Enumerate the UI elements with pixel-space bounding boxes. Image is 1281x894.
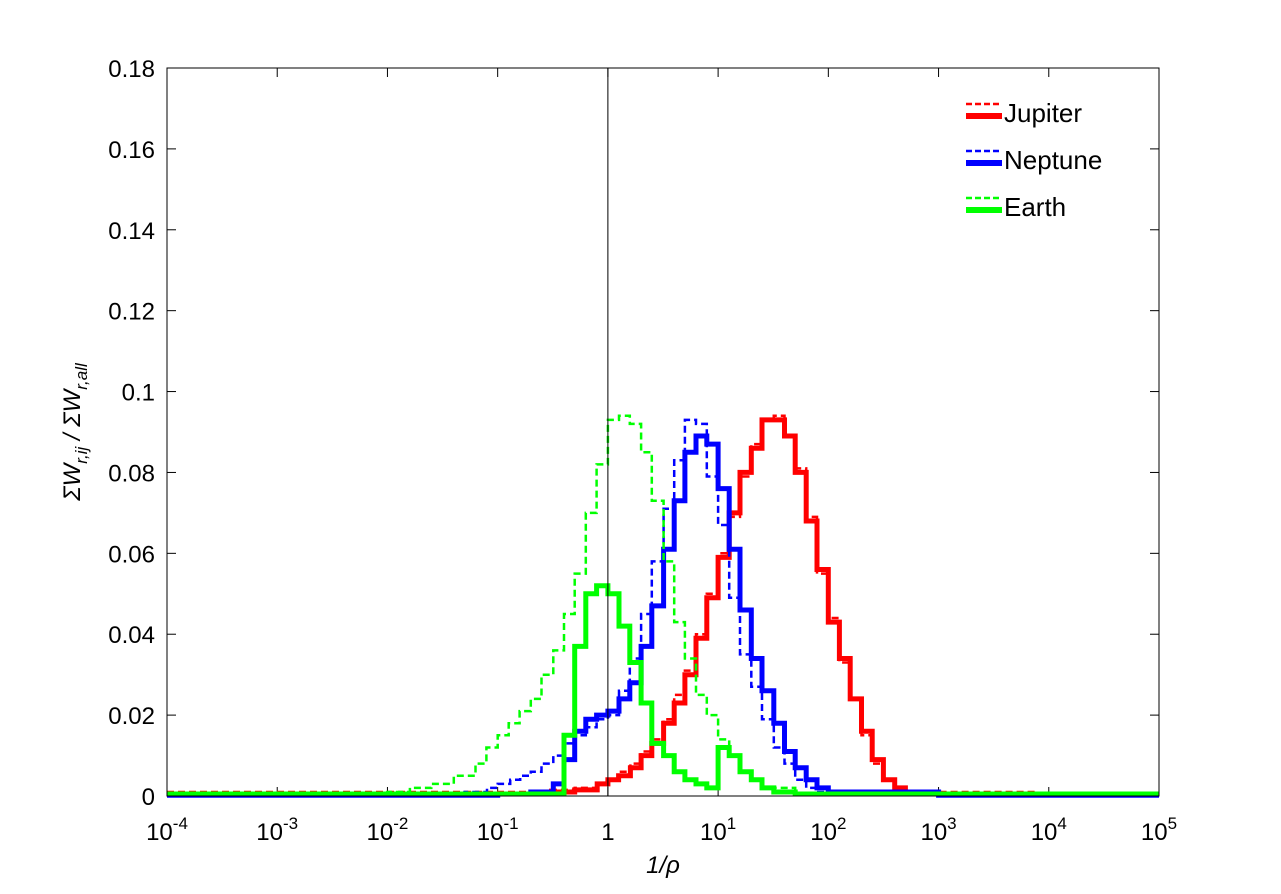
legend: Jupiter Neptune Earth — [966, 98, 1102, 222]
x-tick-label-9: 105 — [1141, 814, 1177, 846]
legend-label-2: Earth — [1004, 192, 1066, 222]
y-axis-label-mid: / ΣW — [59, 387, 86, 446]
y-axis-label-main: ΣW — [59, 461, 86, 501]
x-tick-label-4: 1 — [601, 819, 614, 846]
x-tick-label-base: 1 — [601, 819, 614, 846]
x-tick-label-exponent: -4 — [173, 814, 188, 833]
y-axis-label-sub2: r,all — [72, 362, 91, 390]
x-tick-label-exponent: -2 — [393, 814, 408, 833]
x-tick-label-7: 103 — [920, 814, 956, 846]
x-tick-label-base: 10 — [477, 819, 504, 846]
plot-frame — [166, 67, 1160, 797]
x-tick-label-base: 10 — [367, 819, 394, 846]
plot-area — [167, 68, 1159, 796]
y-tick-label-6: 0.12 — [108, 299, 155, 326]
x-tick-label-0: 10-4 — [146, 814, 188, 846]
x-tick-label-exponent: -3 — [283, 814, 298, 833]
series-group — [167, 414, 1159, 798]
x-tick-label-2: 10-2 — [367, 814, 409, 846]
x-tick-label-base: 10 — [1141, 819, 1168, 846]
x-tick-labels: 10-4 10-3 10-2 10-1 1 101 102 103 104 105 — [146, 814, 1177, 846]
y-tick-label-7: 0.14 — [108, 218, 155, 245]
y-tick-labels: 0 0.02 0.04 0.06 0.08 0.1 0.12 0.14 0.16 0.18 — [108, 56, 155, 811]
x-tick-label-base: 10 — [700, 819, 727, 846]
x-tick-label-exponent: 4 — [1057, 814, 1066, 833]
x-axis-label: 1/ρ — [646, 852, 680, 879]
y-tick-label-3: 0.06 — [108, 541, 155, 568]
x-tick-label-base: 10 — [146, 819, 173, 846]
y-tick-label-5: 0.1 — [122, 380, 155, 407]
x-tick-label-6: 102 — [810, 814, 846, 846]
x-tick-label-exponent: 5 — [1168, 814, 1177, 833]
x-tick-label-base: 10 — [1031, 819, 1058, 846]
x-tick-label-exponent: -1 — [503, 814, 518, 833]
series-earth-solid — [167, 583, 1159, 797]
x-tick-label-exponent: 3 — [947, 814, 956, 833]
y-tick-label-1: 0.02 — [108, 703, 155, 730]
x-tick-label-exponent: 1 — [727, 814, 736, 833]
x-tick-label-8: 104 — [1031, 814, 1067, 846]
legend-label-1: Neptune — [1004, 145, 1102, 175]
x-tick-label-5: 101 — [700, 814, 736, 846]
x-tick-label-base: 10 — [810, 819, 837, 846]
legend-label-0: Jupiter — [1004, 98, 1082, 128]
x-tick-label-1: 10-3 — [256, 814, 298, 846]
series-earth-dashed — [167, 414, 1159, 796]
x-tick-label-3: 10-1 — [477, 814, 519, 846]
y-axis-label-sub1: r,ij — [72, 446, 91, 464]
series-jupiter-solid — [167, 417, 1159, 797]
y-tick-label-2: 0.04 — [108, 622, 155, 649]
x-tick-label-base: 10 — [920, 819, 947, 846]
y-tick-label-8: 0.16 — [108, 137, 155, 164]
y-axis-label: ΣWr,ij / ΣWr,all — [59, 362, 91, 502]
x-tick-label-base: 10 — [256, 819, 283, 846]
y-tick-label-4: 0.08 — [108, 460, 155, 487]
x-tick-label-exponent: 2 — [837, 814, 846, 833]
y-tick-label-0: 0 — [142, 784, 155, 811]
y-tick-label-9: 0.18 — [108, 56, 155, 83]
